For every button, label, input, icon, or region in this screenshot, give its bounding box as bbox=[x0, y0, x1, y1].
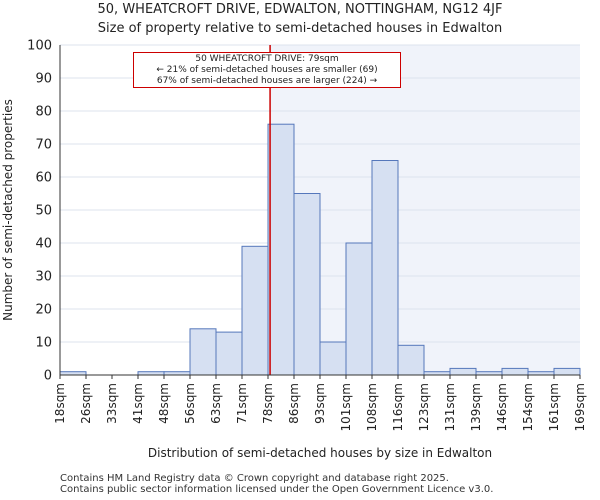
histogram-bar bbox=[267, 123, 295, 376]
histogram-bar bbox=[319, 341, 347, 376]
x-tick-label: 146sqm bbox=[495, 383, 509, 431]
x-tick-label: 131sqm bbox=[443, 383, 457, 431]
x-tick-label: 18sqm bbox=[53, 383, 67, 424]
y-tick-label: 100 bbox=[27, 39, 52, 54]
footer-copyright: Contains HM Land Registry data © Crown c… bbox=[60, 473, 449, 484]
x-tick-label: 161sqm bbox=[547, 383, 561, 431]
x-tick-label: 78sqm bbox=[261, 383, 275, 424]
y-tick-label: 30 bbox=[35, 270, 52, 285]
x-tick-label: 56sqm bbox=[183, 383, 197, 424]
x-tick-label: 154sqm bbox=[521, 383, 535, 431]
histogram-bar bbox=[189, 328, 217, 376]
histogram-bar bbox=[501, 367, 529, 376]
x-tick-label: 48sqm bbox=[157, 383, 171, 424]
x-tick-label: 101sqm bbox=[339, 383, 353, 431]
x-tick-label: 71sqm bbox=[235, 383, 249, 424]
property-annotation-box: 50 WHEATCROFT DRIVE: 79sqm ← 21% of semi… bbox=[133, 52, 401, 88]
x-axis-label: Distribution of semi-detached houses by … bbox=[148, 446, 492, 460]
histogram-bar bbox=[215, 331, 243, 376]
y-tick-label: 0 bbox=[44, 369, 52, 384]
x-tick-label: 63sqm bbox=[209, 383, 223, 424]
x-tick-label: 93sqm bbox=[313, 383, 327, 424]
y-tick-label: 40 bbox=[35, 237, 52, 252]
annotation-line-1: 50 WHEATCROFT DRIVE: 79sqm bbox=[195, 54, 339, 64]
y-axis-label: Number of semi-detached properties bbox=[1, 99, 15, 321]
x-tick-label: 86sqm bbox=[287, 383, 301, 424]
x-tick-label: 116sqm bbox=[391, 383, 405, 431]
x-tick-label: 169sqm bbox=[573, 383, 587, 431]
y-tick-label: 50 bbox=[35, 204, 52, 219]
x-tick-label: 139sqm bbox=[469, 383, 483, 431]
histogram-bar bbox=[345, 242, 373, 376]
histogram-bar bbox=[553, 367, 581, 376]
annotation-line-3: 67% of semi-detached houses are larger (… bbox=[156, 76, 378, 86]
chart-title: 50, WHEATCROFT DRIVE, EDWALTON, NOTTINGH… bbox=[97, 2, 503, 17]
histogram-bar bbox=[241, 245, 269, 376]
y-tick-label: 90 bbox=[35, 72, 52, 87]
histogram-bar bbox=[397, 344, 425, 376]
annotation-line-2: ← 21% of semi-detached houses are smalle… bbox=[156, 65, 378, 75]
x-tick-label: 33sqm bbox=[105, 383, 119, 424]
footer-licence: Contains public sector information licen… bbox=[60, 484, 494, 495]
y-tick-label: 70 bbox=[35, 138, 52, 153]
y-tick-label: 60 bbox=[35, 171, 52, 186]
y-tick-label: 20 bbox=[35, 303, 52, 318]
x-tick-label: 108sqm bbox=[365, 383, 379, 431]
histogram-bar bbox=[293, 193, 321, 376]
x-tick-label: 41sqm bbox=[131, 383, 145, 424]
histogram-bar bbox=[449, 367, 477, 376]
chart-subtitle: Size of property relative to semi-detach… bbox=[97, 21, 503, 36]
x-tick-label: 26sqm bbox=[79, 383, 93, 424]
y-tick-label: 80 bbox=[35, 105, 52, 120]
y-tick-label: 10 bbox=[35, 336, 52, 351]
histogram-bar bbox=[371, 160, 399, 376]
x-tick-label: 123sqm bbox=[417, 383, 431, 431]
